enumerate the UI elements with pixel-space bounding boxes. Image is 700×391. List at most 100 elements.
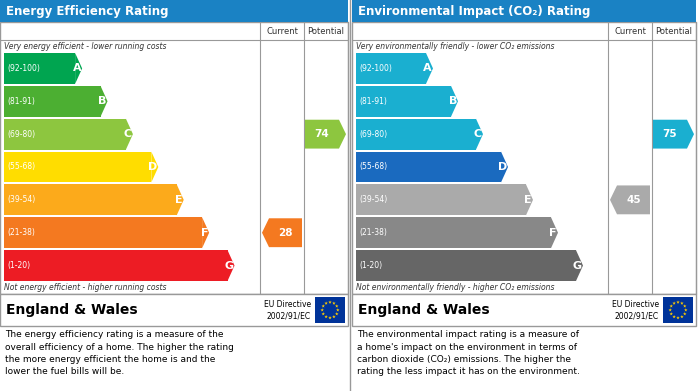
- Polygon shape: [335, 312, 339, 316]
- Polygon shape: [335, 304, 339, 308]
- Polygon shape: [336, 308, 340, 312]
- Text: Very environmentally friendly - lower CO₂ emissions: Very environmentally friendly - lower CO…: [356, 42, 554, 51]
- Polygon shape: [328, 316, 332, 319]
- Text: 75: 75: [663, 129, 678, 139]
- Text: Very energy efficient - lower running costs: Very energy efficient - lower running co…: [4, 42, 167, 51]
- Polygon shape: [176, 185, 183, 215]
- Text: A: A: [424, 63, 432, 74]
- Polygon shape: [101, 86, 108, 117]
- Bar: [356, 53, 426, 84]
- Polygon shape: [676, 316, 680, 319]
- Text: EU Directive
2002/91/EC: EU Directive 2002/91/EC: [612, 300, 659, 320]
- Polygon shape: [673, 315, 675, 318]
- Polygon shape: [676, 300, 680, 304]
- Text: England & Wales: England & Wales: [358, 303, 489, 317]
- Bar: [0, 22, 348, 294]
- Bar: [4, 152, 151, 183]
- Polygon shape: [324, 301, 328, 305]
- Text: 74: 74: [314, 129, 330, 139]
- Text: (69-80): (69-80): [359, 130, 387, 139]
- Text: B: B: [449, 96, 457, 106]
- Text: England & Wales: England & Wales: [6, 303, 138, 317]
- Bar: [356, 250, 576, 281]
- Text: G: G: [225, 260, 234, 271]
- Bar: [4, 119, 126, 150]
- Text: (92-100): (92-100): [7, 64, 40, 73]
- Text: Environmental Impact (CO₂) Rating: Environmental Impact (CO₂) Rating: [358, 5, 590, 18]
- Polygon shape: [328, 300, 332, 304]
- Text: B: B: [98, 96, 106, 106]
- Polygon shape: [202, 217, 209, 248]
- Text: (39-54): (39-54): [7, 196, 35, 204]
- Text: F: F: [550, 228, 557, 238]
- Bar: [352, 0, 696, 22]
- Bar: [4, 53, 75, 84]
- Polygon shape: [668, 308, 672, 312]
- Text: D: D: [498, 162, 507, 172]
- Polygon shape: [476, 119, 483, 150]
- Text: (39-54): (39-54): [359, 196, 387, 204]
- Polygon shape: [683, 312, 687, 316]
- Polygon shape: [669, 312, 673, 316]
- Text: A: A: [73, 63, 81, 74]
- Polygon shape: [151, 152, 158, 183]
- Text: Energy Efficiency Rating: Energy Efficiency Rating: [6, 5, 169, 18]
- Polygon shape: [305, 120, 346, 149]
- Text: Not energy efficient - higher running costs: Not energy efficient - higher running co…: [4, 283, 167, 292]
- Polygon shape: [669, 304, 673, 308]
- Text: 45: 45: [626, 195, 640, 205]
- Bar: [352, 294, 696, 326]
- Bar: [352, 22, 696, 294]
- Text: F: F: [201, 228, 208, 238]
- Text: (55-68): (55-68): [7, 163, 35, 172]
- Polygon shape: [262, 218, 302, 247]
- Bar: [356, 185, 526, 215]
- Text: EU Directive
2002/91/EC: EU Directive 2002/91/EC: [264, 300, 311, 320]
- Text: E: E: [524, 195, 532, 205]
- Polygon shape: [684, 308, 687, 312]
- Bar: [315, 297, 345, 323]
- Text: C: C: [124, 129, 132, 139]
- Text: C: C: [474, 129, 482, 139]
- Polygon shape: [332, 301, 335, 305]
- Text: (1-20): (1-20): [7, 261, 30, 270]
- Bar: [356, 152, 501, 183]
- Text: Potential: Potential: [307, 27, 344, 36]
- Polygon shape: [680, 301, 684, 305]
- Text: 28: 28: [279, 228, 293, 238]
- Text: (55-68): (55-68): [359, 163, 387, 172]
- Polygon shape: [75, 53, 82, 84]
- Polygon shape: [451, 86, 458, 117]
- Polygon shape: [426, 53, 433, 84]
- Text: (92-100): (92-100): [359, 64, 392, 73]
- Bar: [4, 217, 202, 248]
- Polygon shape: [680, 315, 684, 318]
- Bar: [4, 185, 176, 215]
- Polygon shape: [653, 120, 694, 149]
- Polygon shape: [321, 312, 325, 316]
- Polygon shape: [526, 185, 533, 215]
- Text: Potential: Potential: [655, 27, 692, 36]
- Bar: [356, 119, 476, 150]
- Bar: [356, 217, 551, 248]
- Text: (1-20): (1-20): [359, 261, 382, 270]
- Polygon shape: [673, 301, 675, 305]
- Polygon shape: [324, 315, 328, 318]
- Text: Current: Current: [266, 27, 298, 36]
- Text: (81-91): (81-91): [7, 97, 35, 106]
- Text: The energy efficiency rating is a measure of the
overall efficiency of a home. T: The energy efficiency rating is a measur…: [5, 330, 234, 377]
- Text: D: D: [148, 162, 158, 172]
- Bar: [663, 297, 693, 323]
- Polygon shape: [332, 315, 335, 318]
- Polygon shape: [501, 152, 508, 183]
- Bar: [0, 294, 348, 326]
- Text: The environmental impact rating is a measure of
a home's impact on the environme: The environmental impact rating is a mea…: [357, 330, 580, 377]
- Polygon shape: [228, 250, 234, 281]
- Text: G: G: [573, 260, 582, 271]
- Polygon shape: [683, 304, 687, 308]
- Polygon shape: [321, 304, 325, 308]
- Bar: [4, 250, 228, 281]
- Polygon shape: [321, 308, 324, 312]
- Text: Not environmentally friendly - higher CO₂ emissions: Not environmentally friendly - higher CO…: [356, 283, 554, 292]
- Bar: [356, 86, 451, 117]
